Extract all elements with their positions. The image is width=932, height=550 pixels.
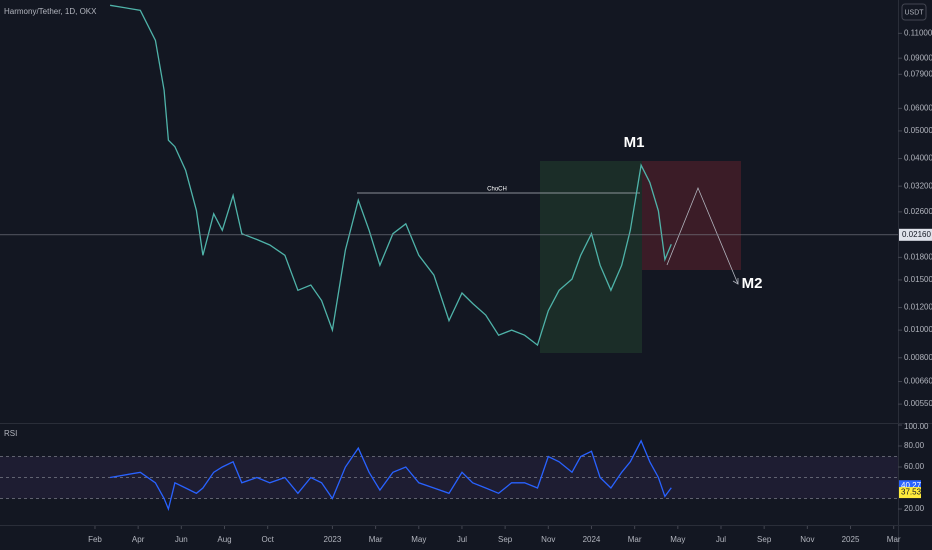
y-tick-label: 0.00800 (904, 353, 932, 362)
x-tick-label: May (670, 535, 685, 544)
projection-path (666, 186, 739, 285)
x-tick-label: Jun (175, 535, 188, 544)
x-tick-label: Oct (261, 535, 274, 544)
m1-label: M1 (624, 134, 645, 151)
y-tick-label: 0.01500 (904, 275, 932, 284)
rsi-band (0, 456, 898, 499)
y-tick-label: 0.09000 (904, 53, 932, 62)
projection-arrowhead (732, 278, 739, 285)
long-zone (540, 161, 642, 353)
x-tick-label: Jul (457, 535, 467, 544)
y-tick-label: 0.05000 (904, 126, 932, 135)
x-tick-label: 2024 (583, 535, 601, 544)
x-tick-label: Feb (88, 535, 102, 544)
rsi-title: RSI (4, 429, 17, 438)
x-tick-label: Nov (541, 535, 555, 544)
rsi-value-box (899, 480, 921, 492)
x-tick-label: Mar (628, 535, 642, 544)
last-price-label: 0.02160 (902, 230, 931, 239)
y-tick-label: 0.01200 (904, 303, 932, 312)
currency-label: USDT (904, 9, 924, 16)
y-tick-label: 0.11000 (904, 28, 932, 37)
x-tick-label: Sep (498, 535, 513, 544)
x-tick-label: Jul (716, 535, 726, 544)
y-tick-label: 20.00 (904, 504, 925, 513)
x-tick-label: Apr (132, 535, 145, 544)
m2-label: M2 (742, 275, 763, 292)
short-zone (642, 161, 741, 270)
x-tick-label: May (411, 535, 426, 544)
y-tick-label: 0.02600 (904, 207, 932, 216)
x-tick-label: 2023 (324, 535, 342, 544)
currency-box (901, 3, 927, 21)
x-tick-label: Mar (887, 535, 901, 544)
series-line (109, 439, 672, 512)
series-line (109, 4, 672, 347)
x-tick-label: Mar (369, 535, 383, 544)
last-price-box (899, 228, 932, 241)
y-tick-label: 0.00550 (904, 399, 932, 408)
y-tick-label: 80.00 (904, 441, 925, 450)
choch-label: ChoCH (487, 187, 507, 193)
rsi-value-box (899, 487, 921, 499)
x-tick-label: Sep (757, 535, 772, 544)
y-tick-label: 0.07900 (904, 69, 932, 78)
y-tick-label: 0.03200 (904, 181, 932, 190)
x-tick-label: Aug (217, 535, 231, 544)
y-tick-label: 0.04000 (904, 154, 932, 163)
x-tick-label: 2025 (842, 535, 860, 544)
y-tick-label: 0.00660 (904, 377, 932, 386)
symbol-title: Harmony/Tether, 1D, OKX (4, 7, 97, 16)
y-tick-label: 0.06000 (904, 103, 932, 112)
rsi-value-label: 37.53 (901, 488, 922, 497)
rsi-value-label: 40.27 (901, 481, 922, 490)
y-tick-label: 0.01800 (904, 252, 932, 261)
y-tick-label: 0.01000 (904, 325, 932, 334)
y-tick-label: 60.00 (904, 462, 925, 471)
x-tick-label: Nov (800, 535, 814, 544)
y-tick-label: 100.00 (904, 422, 929, 431)
